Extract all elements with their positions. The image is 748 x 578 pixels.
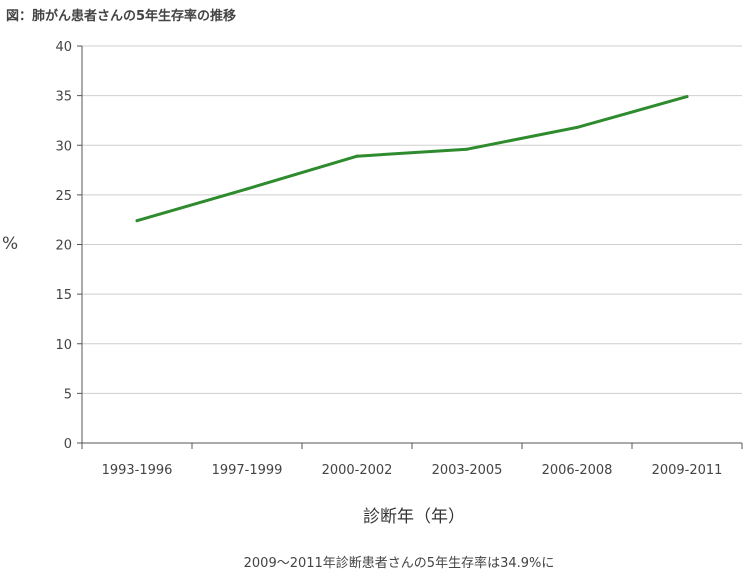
x-tick-label-4: 2006-2008 bbox=[542, 463, 613, 478]
x-tick-label-1: 1997-1999 bbox=[212, 463, 283, 478]
y-axis-label: % bbox=[2, 234, 19, 254]
series-layer bbox=[135, 95, 689, 223]
x-axis-label: 診断年（年） bbox=[363, 507, 465, 527]
series-line-0 bbox=[135, 95, 689, 223]
tick-labels: 0 5 10 15 20 25 30 35 40 1993-1996 1997-1999 2000-2… bbox=[55, 40, 722, 478]
chart-caption: 2009〜2011年診断患者さんの5年生存率は34.9%に bbox=[243, 556, 555, 571]
chart-title: 図：肺がん患者さんの5年生存率の推移 bbox=[6, 9, 237, 24]
y-tick-label-20: 20 bbox=[55, 239, 72, 254]
y-tick-label-15: 15 bbox=[55, 288, 72, 303]
x-tick-label-0: 1993-1996 bbox=[102, 463, 173, 478]
data-point-0-5 bbox=[685, 95, 689, 99]
y-tick-label-25: 25 bbox=[55, 189, 72, 204]
y-tick-label-5: 5 bbox=[64, 387, 72, 402]
y-tick-label-35: 35 bbox=[55, 90, 72, 105]
x-tick-label-2: 2000-2002 bbox=[322, 463, 393, 478]
grid-lines bbox=[82, 45, 742, 394]
y-tick-label-40: 40 bbox=[55, 40, 72, 55]
data-point-0-3 bbox=[465, 147, 469, 151]
y-tick-label-0: 0 bbox=[64, 437, 72, 452]
x-tick-label-3: 2003-2005 bbox=[432, 463, 503, 478]
data-point-0-0 bbox=[135, 219, 139, 223]
data-point-0-2 bbox=[355, 154, 359, 158]
y-tick-label-10: 10 bbox=[55, 338, 72, 353]
x-tick-label-5: 2009-2011 bbox=[652, 463, 723, 478]
y-tick-label-30: 30 bbox=[55, 139, 72, 154]
data-point-0-1 bbox=[245, 187, 249, 191]
data-point-0-4 bbox=[575, 125, 579, 129]
axes bbox=[77, 45, 743, 449]
